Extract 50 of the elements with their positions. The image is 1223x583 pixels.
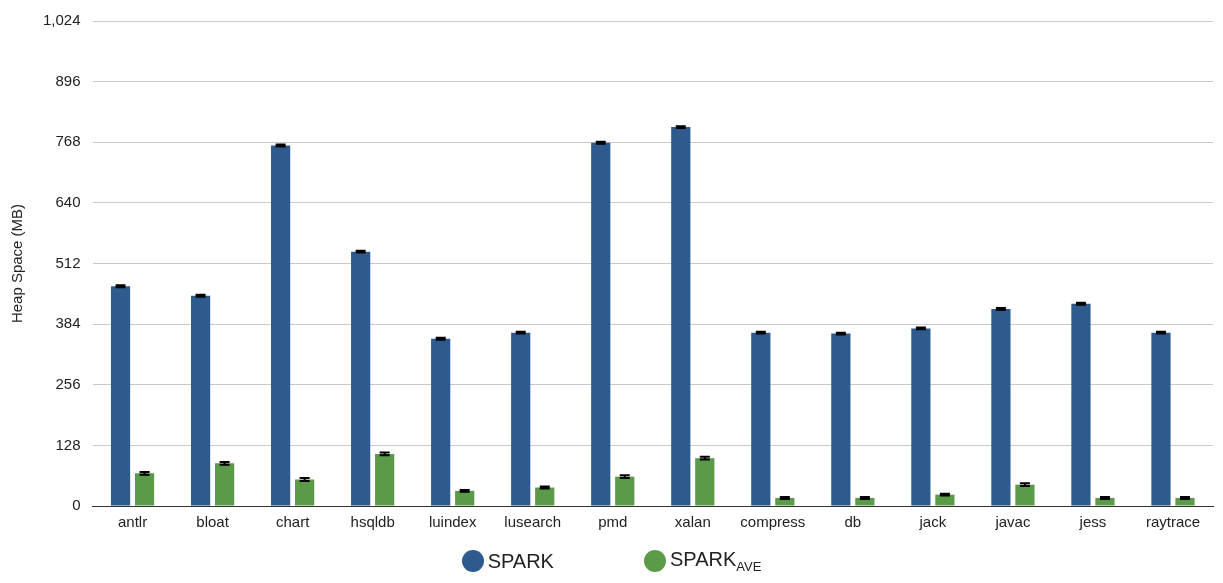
x-tick-label: pmd: [598, 513, 628, 531]
y-tick-label: 768: [55, 132, 81, 150]
y-tick-label: 128: [55, 435, 81, 453]
bar: [375, 453, 395, 506]
y-tick-label: 640: [55, 193, 81, 211]
bar: [1151, 332, 1171, 506]
x-tick-label: db: [844, 513, 862, 531]
x-tick-label: xalan: [674, 513, 711, 531]
bar: [431, 338, 451, 506]
bar: [134, 473, 155, 506]
x-tick-label: raytrace: [1145, 513, 1201, 531]
y-axis-title: Heap Space (MB): [8, 203, 26, 324]
bar: [295, 479, 315, 506]
bar: [351, 251, 371, 506]
bar: [190, 295, 211, 506]
y-tick-label: 384: [55, 314, 81, 332]
x-tick-label: javac: [994, 513, 1031, 531]
bar: [1015, 484, 1035, 506]
y-tick-label: 512: [55, 253, 81, 271]
bar: [214, 463, 235, 506]
y-tick-label: 256: [55, 374, 81, 392]
bar: [935, 494, 955, 506]
x-tick-label: compress: [740, 513, 806, 531]
bar: [615, 476, 635, 506]
bar: [271, 145, 291, 506]
x-tick-label: jess: [1078, 513, 1107, 531]
legend-label: SPARK: [487, 549, 554, 573]
bar: [911, 328, 931, 506]
legend-label: SPARK$_{AVE}$: [669, 548, 762, 574]
bar: [535, 487, 555, 506]
bar: [751, 332, 771, 506]
bar: [695, 458, 715, 506]
bar: [831, 333, 851, 506]
bar: [455, 490, 475, 506]
y-tick-label: 896: [55, 71, 81, 89]
x-tick-label: hsqldb: [350, 513, 395, 531]
bar: [671, 127, 691, 506]
x-tick-label: jack: [918, 513, 947, 531]
x-tick-label: antlr: [117, 513, 148, 531]
y-tick-label: 0: [72, 496, 81, 514]
bar: [591, 142, 611, 506]
x-tick-label: luindex: [428, 513, 477, 531]
bar: [511, 332, 531, 506]
x-tick-label: chart: [275, 513, 311, 531]
bar: [1071, 303, 1091, 506]
y-tick-label: 1,024: [42, 11, 81, 29]
bar: [991, 308, 1011, 506]
bar: [110, 286, 131, 506]
x-tick-label: bloat: [196, 513, 230, 531]
x-tick-label: lusearch: [504, 513, 562, 531]
